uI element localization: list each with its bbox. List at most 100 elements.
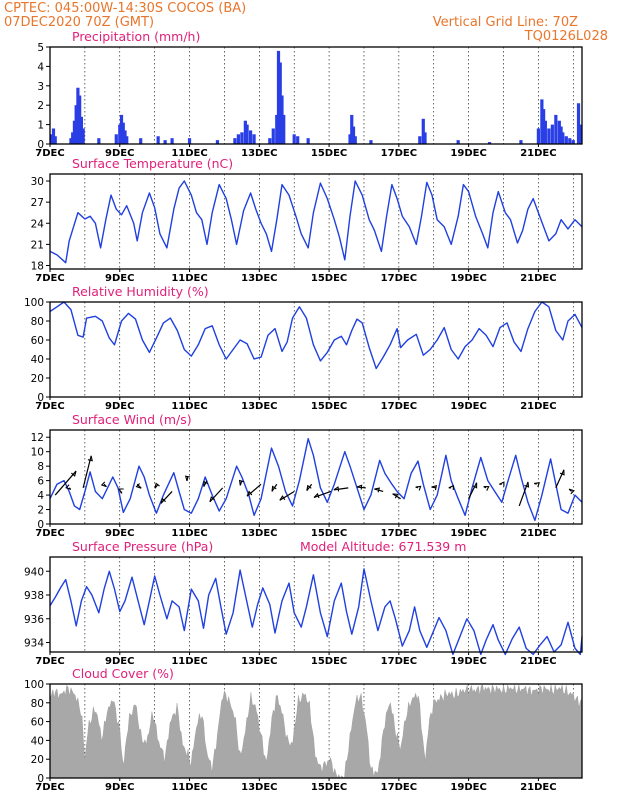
temp-xtick-label: 15DEC xyxy=(311,273,347,284)
wind-vector xyxy=(313,490,332,499)
pres-plot-frame xyxy=(49,556,583,653)
precip-bar xyxy=(306,138,310,144)
wind-vector-head xyxy=(568,488,575,495)
precip-bar xyxy=(536,128,540,144)
precip-bar xyxy=(423,132,427,144)
precip-bar xyxy=(292,134,296,144)
pres-ytick-label: 934 xyxy=(24,638,44,650)
wind-plot-frame xyxy=(49,429,583,525)
cloud-cover-panel: Cloud Cover (%) 0 20 40 60 80 100 7DEC 9DEC 11DE… xyxy=(24,666,583,793)
wind-vector-head xyxy=(306,484,312,491)
precip-bar xyxy=(78,95,82,144)
precip-bar xyxy=(353,136,357,144)
cloud-ytick-label: 100 xyxy=(24,679,44,691)
precipitation-title: Precipitation (mm/h) xyxy=(72,29,200,44)
wind-vector-head xyxy=(154,482,160,489)
pres-xtick-label: 13DEC xyxy=(241,656,277,667)
precip-bar xyxy=(369,140,373,144)
precip-bar xyxy=(550,124,554,144)
precip-bar xyxy=(519,140,523,144)
rh-xtick-label: 9DEC xyxy=(105,401,134,412)
wind-vector-head xyxy=(499,481,505,487)
precip-bar xyxy=(119,114,124,144)
pres-xtick-label: 9DEC xyxy=(105,656,134,667)
precip-ytick-label: 4 xyxy=(37,61,44,73)
model-altitude-note: Model Altitude: 671.539 m xyxy=(300,539,466,554)
cloud-xtick-label: 13DEC xyxy=(241,782,277,793)
precip-bar xyxy=(97,138,101,144)
precip-bar xyxy=(74,105,78,144)
precip-bar xyxy=(252,134,256,144)
temperature-title: Surface Temperature (nC) xyxy=(72,156,233,171)
precip-bar xyxy=(578,124,582,144)
precip-bar xyxy=(156,136,160,144)
rh-ytick-label: 80 xyxy=(31,316,44,328)
wind-vector-head xyxy=(448,484,454,490)
wind-xtick-label: 15DEC xyxy=(311,528,347,539)
precip-xtick-label: 17DEC xyxy=(381,148,417,159)
wind-xtick-label: 21DEC xyxy=(520,528,556,539)
precip-bar xyxy=(350,114,354,144)
rh-ytick-label: 40 xyxy=(31,354,44,366)
wind-vector-head xyxy=(160,497,166,504)
precip-ytick-label: 0 xyxy=(37,139,44,151)
header-station: CPTEC: 045:00W-14:30S COCOS (BA) xyxy=(4,1,246,16)
wind-ytick-label: 4 xyxy=(37,490,44,502)
wind-vector-head xyxy=(271,485,277,492)
cloud-cover-title: Cloud Cover (%) xyxy=(72,666,174,681)
wind-vector-head xyxy=(279,495,286,501)
wind-ytick-label: 0 xyxy=(37,519,44,531)
precip-bar xyxy=(487,142,492,144)
precip-bar xyxy=(215,140,220,144)
wind-vector xyxy=(555,469,565,489)
precip-xtick-label: 19DEC xyxy=(450,148,486,159)
wind-series-line xyxy=(49,438,583,522)
temp-series-line xyxy=(49,180,583,264)
precip-bar xyxy=(421,118,425,144)
precip-bar xyxy=(280,95,284,144)
precip-ytick-label: 3 xyxy=(37,81,44,93)
temp-ytick-label: 18 xyxy=(31,260,44,272)
precip-ytick-label: 5 xyxy=(37,42,44,54)
wind-ytick-label: 12 xyxy=(31,432,44,444)
precip-bar xyxy=(81,128,85,144)
rh-plot-frame xyxy=(49,301,583,398)
pres-xtick-label: 17DEC xyxy=(381,656,417,667)
pres-ytick-label: 940 xyxy=(24,566,44,578)
temp-ytick-label: 27 xyxy=(31,197,44,209)
precip-bar xyxy=(139,138,143,144)
precip-bar xyxy=(187,138,192,144)
wind-vector-head xyxy=(203,480,209,487)
precip-bar xyxy=(571,140,575,144)
precip-bar xyxy=(51,128,56,144)
precip-bar xyxy=(245,124,249,144)
precip-bar xyxy=(296,136,300,144)
wind-vector-head xyxy=(87,455,93,462)
precip-bar xyxy=(79,116,83,144)
cloud-xtick-label: 21DEC xyxy=(520,782,556,793)
temperature-panel: Surface Temperature (nC) 18 21 24 27 30 7DEC 9… xyxy=(31,156,583,284)
wind-vector-head xyxy=(209,496,215,502)
wind-ytick-label: 6 xyxy=(37,476,44,488)
humidity-title: Relative Humidity (%) xyxy=(72,284,209,299)
cloud-ytick-label: 60 xyxy=(31,717,44,729)
precip-bar xyxy=(278,62,282,144)
wind-ytick-label: 2 xyxy=(37,505,44,517)
wind-xtick-label: 9DEC xyxy=(105,528,134,539)
wind-vector-head xyxy=(415,485,422,491)
precip-bar xyxy=(170,138,174,144)
temp-ytick-label: 21 xyxy=(31,239,44,251)
precip-bar xyxy=(72,120,77,144)
rh-xtick-label: 13DEC xyxy=(241,401,277,412)
rh-xtick-label: 19DEC xyxy=(450,401,486,412)
wind-vector xyxy=(468,482,478,499)
cloud-ytick-label: 80 xyxy=(31,698,44,710)
precip-plot-frame xyxy=(49,46,583,145)
rh-ytick-label: 0 xyxy=(37,392,44,404)
cloud-xtick-label: 11DEC xyxy=(171,782,207,793)
precip-bar xyxy=(543,120,547,144)
wind-vector-head xyxy=(392,493,399,499)
precip-bar xyxy=(121,122,125,144)
precip-bar xyxy=(568,138,572,144)
wind-vector-head xyxy=(559,469,565,476)
